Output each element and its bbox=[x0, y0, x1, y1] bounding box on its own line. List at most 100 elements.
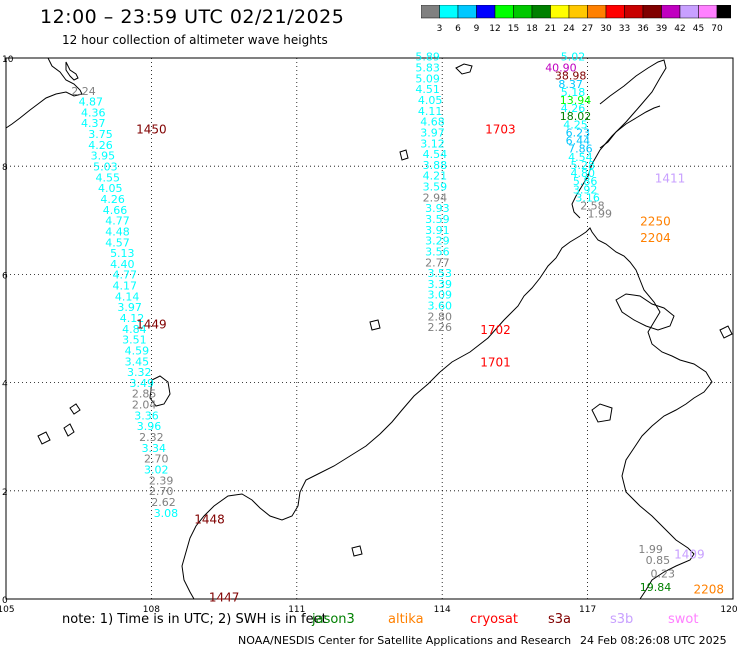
legend-label: 9 bbox=[474, 24, 480, 34]
wave-height-label: 4.11 bbox=[418, 105, 443, 118]
wave-height-label: 13.94 bbox=[560, 94, 592, 107]
wave-height-label: 4.77 bbox=[105, 215, 130, 228]
wave-height-label: 40.90 bbox=[545, 62, 577, 75]
wave-height-label: 4.80 bbox=[571, 167, 596, 180]
map-frame bbox=[5, 57, 734, 600]
wave-height-label: 4.55 bbox=[96, 171, 121, 184]
wave-height-label: 4.40 bbox=[110, 258, 135, 271]
wave-height-label: 4.26 bbox=[88, 139, 113, 152]
legend-label: 27 bbox=[582, 24, 593, 34]
legend-label: 18 bbox=[526, 24, 538, 34]
wave-height-label: 3.93 bbox=[425, 202, 450, 215]
satellite-label-swot: swot bbox=[668, 612, 699, 627]
wave-height-label: 6.23 bbox=[566, 126, 591, 139]
wave-height-label: 3.53 bbox=[428, 267, 453, 280]
wave-height-label: 5.02 bbox=[561, 51, 586, 64]
pass-number-label: 2208 bbox=[693, 583, 724, 597]
wave-height-label: 4.54 bbox=[568, 151, 593, 164]
y-tick-label: 8 bbox=[2, 163, 8, 173]
wave-height-label: 4.12 bbox=[120, 312, 145, 325]
pass-number-label: 1411 bbox=[655, 171, 686, 185]
x-tick-label: 111 bbox=[288, 605, 305, 615]
wave-height-label: 2.32 bbox=[139, 431, 164, 444]
pass-number-label: 1701 bbox=[480, 355, 511, 369]
footer-timestamp: 24 Feb 08:26:08 UTC 2025 bbox=[580, 634, 727, 647]
satellite-label-cryosat: cryosat bbox=[470, 612, 518, 627]
wave-height-label: 3.56 bbox=[425, 245, 450, 258]
wave-height-label: 5.09 bbox=[415, 72, 440, 85]
wave-height-label: 3.32 bbox=[127, 366, 152, 379]
coastline-vietnam bbox=[5, 57, 83, 129]
coastline-cape bbox=[65, 61, 79, 81]
pass-number-label: 1409 bbox=[674, 547, 705, 561]
coastline-palawan bbox=[599, 105, 661, 149]
x-tick-label: 114 bbox=[434, 605, 451, 615]
wave-height-label: 5.18 bbox=[561, 86, 586, 99]
wave-height-label: 3.39 bbox=[428, 278, 453, 291]
wave-height-label: 4.37 bbox=[81, 117, 106, 130]
wave-height-label: 0.85 bbox=[646, 554, 671, 567]
wave-height-label: 18.02 bbox=[560, 110, 592, 123]
wave-height-label: 4.26 bbox=[100, 193, 125, 206]
wave-height-label: 3.60 bbox=[428, 300, 453, 313]
pass-number-label: 2250 bbox=[640, 215, 671, 229]
y-tick-label: 2 bbox=[2, 488, 8, 498]
wave-height-label: 0.23 bbox=[650, 567, 675, 580]
wave-height-label: 3.09 bbox=[428, 289, 453, 302]
legend-label: 42 bbox=[674, 24, 685, 34]
wave-height-label: 3.36 bbox=[134, 409, 159, 422]
wave-height-label: 4.77 bbox=[112, 269, 137, 282]
wave-height-label: 3.75 bbox=[88, 128, 113, 141]
page-title: 12:00 – 23:59 UTC 02/21/2025 bbox=[40, 6, 345, 28]
legend-swatch bbox=[716, 5, 731, 19]
satellite-label-s3b: s3b bbox=[610, 612, 634, 627]
wave-height-label: 2.04 bbox=[132, 399, 157, 412]
x-tick-label: 120 bbox=[720, 605, 737, 615]
island-c bbox=[37, 431, 51, 445]
coastline-sulu bbox=[571, 59, 667, 219]
wave-height-label: 4.84 bbox=[122, 323, 147, 336]
wave-height-label: 5.89 bbox=[415, 51, 440, 64]
pass-labels: 1450 1449 1448 1447 1703 1702 1701 1411 1409 2250… bbox=[136, 123, 724, 605]
wave-height-label: 3.29 bbox=[425, 235, 450, 248]
wave-height-label: 5.28 bbox=[571, 159, 596, 172]
wave-height-label: 3.59 bbox=[425, 213, 450, 226]
wave-height-label: 4.68 bbox=[420, 116, 445, 129]
wave-height-label: 4.57 bbox=[105, 236, 130, 249]
pass-number-label: 1449 bbox=[136, 318, 167, 332]
wave-height-label: 2.70 bbox=[149, 485, 174, 498]
wave-height-label: 2.94 bbox=[423, 191, 448, 204]
coastline-borneo bbox=[439, 227, 713, 600]
wave-height-label: 1.99 bbox=[638, 543, 663, 556]
wave-height-label: 4.66 bbox=[103, 204, 128, 217]
wave-height-label: 1.99 bbox=[587, 208, 612, 221]
axis-ticks: 105 108 111 114 117 120 0 2 4 6 8 10 bbox=[0, 55, 738, 615]
wave-height-label: 5.13 bbox=[110, 247, 135, 260]
wave-height-label: 3.02 bbox=[144, 463, 169, 476]
y-tick-label: 4 bbox=[2, 380, 8, 390]
wave-height-label: 4.14 bbox=[115, 290, 140, 303]
wave-height-label: 3.88 bbox=[423, 159, 448, 172]
pass-number-label: 1450 bbox=[136, 123, 167, 137]
legend-label: 30 bbox=[600, 24, 612, 34]
wave-height-label: 4.05 bbox=[98, 182, 123, 195]
pass-number-label: 1448 bbox=[194, 512, 225, 526]
wave-height-label: 5.83 bbox=[415, 62, 440, 75]
pass-number-label: 2204 bbox=[640, 231, 671, 245]
wave-height-label: 2.39 bbox=[149, 474, 174, 487]
island-f bbox=[591, 403, 613, 423]
wave-height-label: 3.97 bbox=[420, 126, 445, 139]
wave-height-label: 2.77 bbox=[425, 256, 450, 269]
wave-height-label: 4.17 bbox=[112, 280, 137, 293]
wave-height-label: 6.44 bbox=[566, 135, 591, 148]
x-tick-label: 105 bbox=[0, 605, 15, 615]
wave-height-label: 2.70 bbox=[144, 453, 169, 466]
coastline-natuna bbox=[149, 375, 171, 407]
coastline-borneo-west bbox=[181, 371, 441, 600]
wave-height-label: 2.58 bbox=[580, 199, 605, 212]
wave-height-label: 38.98 bbox=[555, 70, 587, 83]
wave-height-label: 4.21 bbox=[423, 170, 448, 183]
wave-height-label: 3.59 bbox=[423, 181, 448, 194]
wave-height-label: 4.51 bbox=[415, 83, 440, 96]
